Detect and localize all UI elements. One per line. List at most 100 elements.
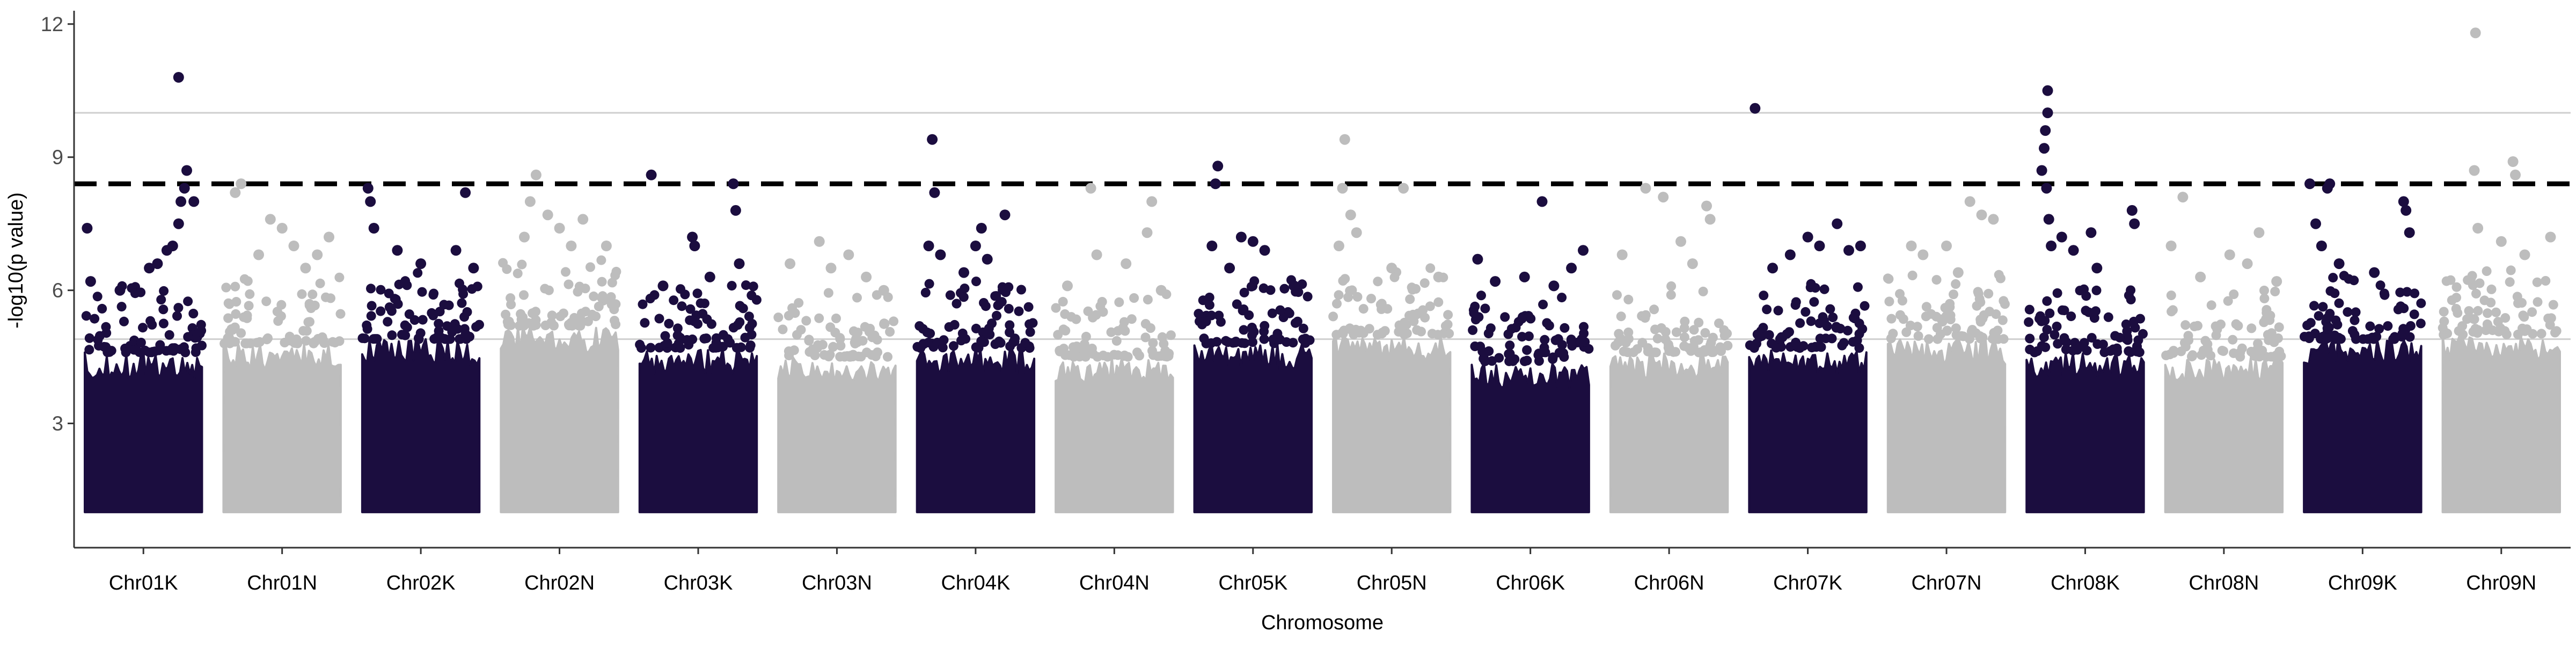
snp-point — [2471, 288, 2481, 299]
snp-point — [1147, 346, 1157, 356]
snp-point — [2500, 313, 2511, 323]
snp-point — [1680, 316, 1690, 326]
snp-point — [596, 255, 606, 265]
snp-point — [502, 264, 512, 274]
snp-point — [1091, 310, 1101, 320]
snp-point — [945, 290, 955, 300]
snp-point — [1708, 346, 1718, 356]
snp-point — [1409, 311, 1419, 322]
snp-point — [1468, 325, 1478, 335]
snp-point — [1666, 290, 1676, 300]
snp-point — [1999, 296, 2009, 306]
snp-point — [985, 330, 995, 340]
snp-point — [1656, 323, 1666, 333]
significant-point-Chr05N — [1386, 263, 1397, 274]
snp-point — [1284, 308, 1294, 318]
snp-point — [939, 335, 949, 345]
significant-point-Chr05K — [1210, 178, 1221, 190]
snp-point — [2487, 325, 2498, 336]
snp-point — [2030, 347, 2040, 358]
snp-point — [1240, 338, 1250, 348]
significant-point-Chr05K — [1289, 280, 1300, 292]
snp-point — [2541, 276, 2551, 286]
snp-point — [1248, 325, 1258, 335]
x-tick-label: Chr06N — [1634, 572, 1704, 594]
snp-point — [789, 345, 799, 355]
snp-point — [1358, 304, 1368, 314]
snp-point — [465, 332, 474, 341]
significant-point-Chr07K — [1832, 218, 1843, 229]
dense-point-clouds — [81, 255, 2562, 513]
snp-point — [1332, 299, 1342, 309]
snp-point — [1554, 347, 1564, 358]
snp-point — [2379, 288, 2389, 299]
significant-point-Chr03K — [657, 280, 669, 292]
significant-point-Chr01N — [230, 187, 241, 198]
snp-point — [2369, 334, 2379, 344]
significant-point-Chr02K — [415, 258, 427, 270]
snp-point — [685, 315, 695, 325]
snp-point — [1666, 345, 1676, 355]
snp-point — [949, 319, 960, 330]
significant-point-Chr03N — [785, 258, 796, 270]
snp-point — [1419, 278, 1430, 288]
snp-point — [1956, 331, 1966, 341]
snp-point — [1517, 332, 1527, 342]
snp-point — [429, 334, 440, 344]
snp-point — [1328, 311, 1338, 322]
x-tick-label: Chr04K — [941, 572, 1010, 594]
snp-point — [2190, 321, 2199, 331]
snp-point — [1945, 299, 1955, 309]
snp-point — [2259, 286, 2269, 295]
snp-point — [276, 300, 287, 310]
snp-point — [140, 345, 150, 355]
snp-point — [150, 346, 160, 357]
significant-point-Chr08K — [2091, 263, 2103, 274]
significant-point-Chr01K — [175, 196, 187, 207]
snp-point — [273, 316, 283, 326]
dense-cloud-Chr03N — [777, 356, 897, 513]
snp-point — [103, 347, 113, 358]
snp-point — [2270, 286, 2280, 296]
snp-point — [1132, 347, 1142, 358]
snp-point — [1579, 329, 1589, 338]
snp-point — [223, 298, 233, 308]
snp-point — [1989, 333, 1999, 344]
snp-point — [1399, 330, 1409, 340]
significant-point-Chr05K — [1247, 236, 1258, 247]
significant-point-Chr09N — [2472, 223, 2484, 234]
snp-point — [310, 337, 320, 347]
snp-point — [1005, 328, 1015, 337]
snp-point — [691, 310, 701, 321]
snp-point — [1440, 321, 1451, 331]
significant-point-Chr05N — [1333, 241, 1344, 251]
snp-point — [2167, 307, 2177, 317]
significant-point-Chr06K — [1566, 263, 1577, 274]
snp-point — [1723, 340, 1733, 351]
snp-point — [1366, 294, 1376, 304]
snp-point — [230, 281, 240, 292]
snp-point — [84, 345, 94, 355]
significant-point-Chr06N — [1704, 214, 1716, 225]
snp-point — [1860, 301, 1870, 311]
snp-point — [1641, 310, 1651, 320]
snp-point — [885, 327, 895, 337]
snp-point — [1951, 279, 1961, 289]
significant-point-Chr04K — [929, 187, 940, 198]
significant-point-Chr02N — [577, 214, 589, 225]
x-axis-label: Chromosome — [1261, 612, 1384, 634]
snp-point — [1580, 337, 1590, 347]
snp-point — [2246, 323, 2257, 333]
significant-point-Chr09K — [2316, 241, 2327, 251]
significant-point-Chr05N — [1345, 209, 1356, 221]
snp-point — [172, 311, 182, 321]
significant-point-Chr05N — [1351, 227, 1362, 238]
snp-point — [434, 326, 444, 336]
snp-point — [836, 340, 846, 351]
significant-point-Chr08K — [2041, 183, 2052, 194]
significant-point-Chr08K — [2068, 245, 2079, 256]
snp-point — [1616, 311, 1626, 322]
snp-point — [159, 286, 169, 296]
dense-cloud-Chr07N — [1886, 338, 2007, 513]
snp-point — [334, 272, 345, 282]
